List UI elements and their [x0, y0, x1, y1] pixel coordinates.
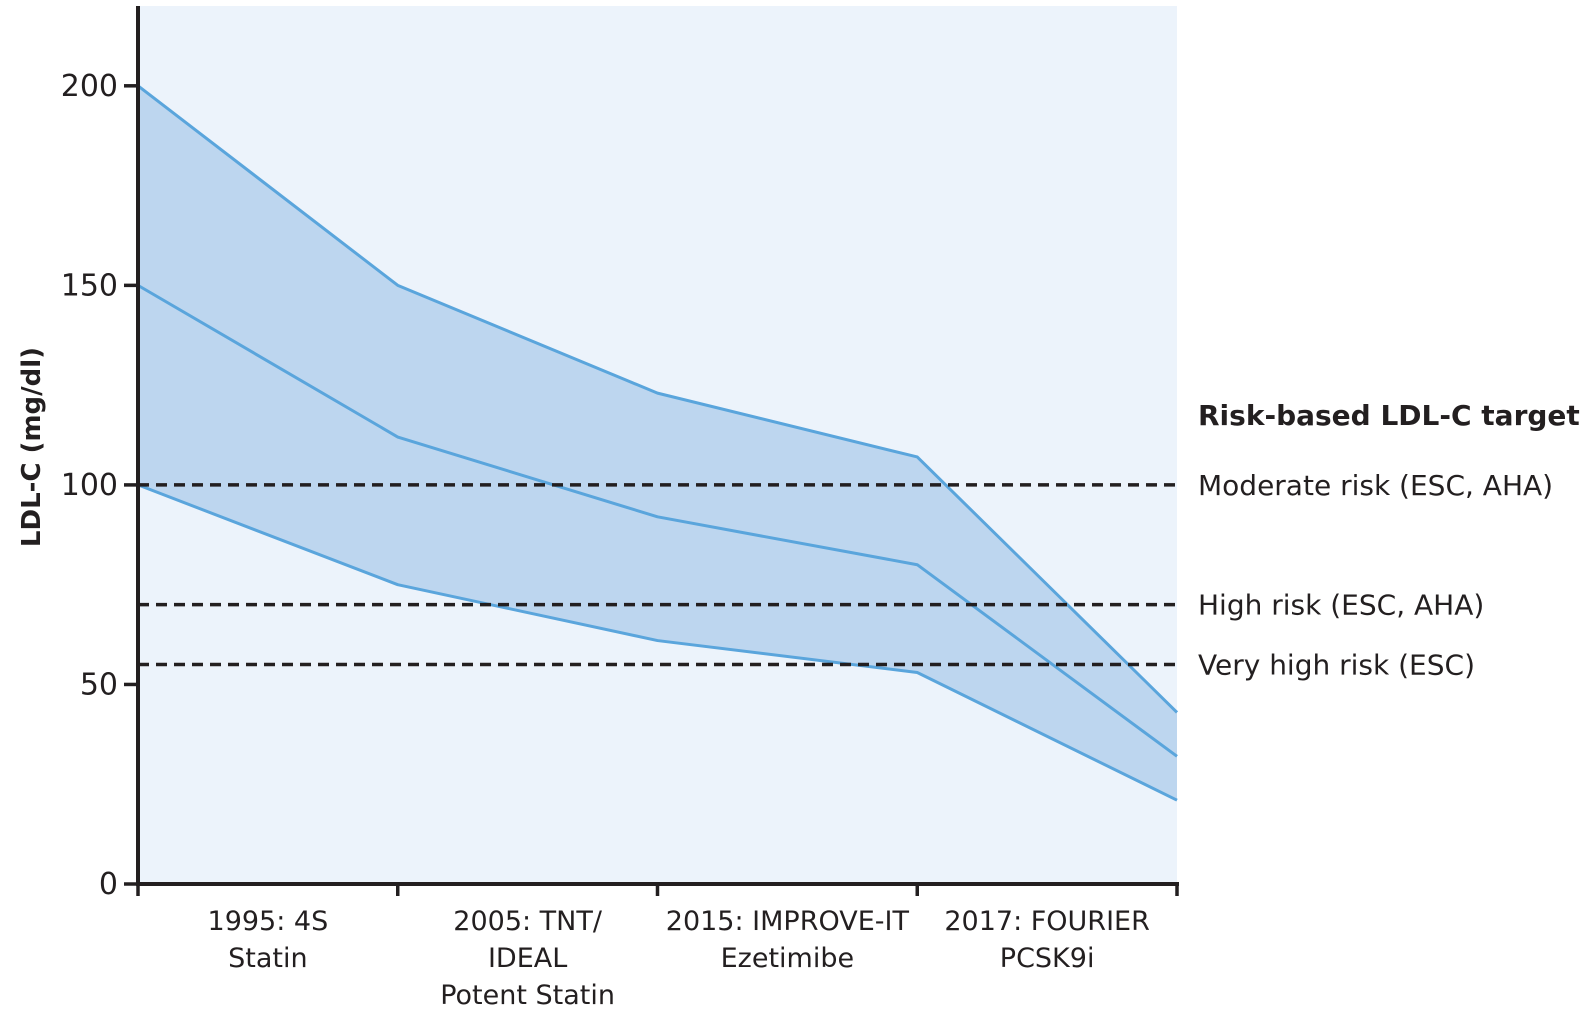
x-category-label: 1995: 4S Statin	[208, 906, 329, 974]
y-tick-label: 100	[61, 468, 118, 503]
y-tick-label: 0	[99, 867, 118, 902]
series-line-1	[137, 84, 1179, 714]
x-category-line: PCSK9i	[1000, 943, 1095, 974]
series-line-3	[137, 483, 1178, 802]
y-ticks: 0 50 100 150 200	[61, 69, 138, 902]
x-category-line: 2015: IMPROVE-IT	[666, 906, 910, 937]
target-labels: Moderate risk (ESC, AHA) High risk (ESC, …	[1198, 469, 1553, 682]
x-category-line: Ezetimibe	[721, 943, 854, 974]
x-ticks: 1995: 4S Statin 2005: TNT/IDEAL Potent Stat…	[136, 884, 1179, 1011]
x-category-label: 2015: IMPROVE-IT Ezetimibe	[666, 906, 910, 974]
legend-title: Risk-based LDL-C target	[1198, 399, 1580, 432]
target-label-3: Very high risk (ESC)	[1198, 649, 1475, 682]
x-category-label: 2005: TNT/IDEAL Potent Statin	[440, 906, 615, 1011]
y-axis-label: LDL-C (mg/dl)	[17, 347, 47, 547]
reference-lines	[138, 483, 1177, 667]
y-tick-label: 50	[80, 667, 118, 702]
ldl-range-band	[138, 85, 1177, 801]
x-category-line: IDEAL	[488, 943, 567, 974]
target-label-2: High risk (ESC, AHA)	[1198, 589, 1484, 622]
target-label-1: Moderate risk (ESC, AHA)	[1198, 469, 1553, 502]
series-layer	[137, 84, 1179, 802]
x-category-line: Statin	[228, 943, 307, 974]
series-line-2	[137, 284, 1178, 758]
x-category-line: 2017: FOURIER	[944, 906, 1149, 937]
x-category-label: 2017: FOURIER PCSK9i	[944, 906, 1149, 974]
y-tick-label: 200	[61, 69, 118, 104]
x-category-line: 1995: 4S	[208, 906, 329, 937]
x-category-line: 2005: TNT/	[453, 906, 603, 937]
y-tick-label: 150	[61, 268, 118, 303]
x-category-line: Potent Statin	[440, 980, 615, 1011]
